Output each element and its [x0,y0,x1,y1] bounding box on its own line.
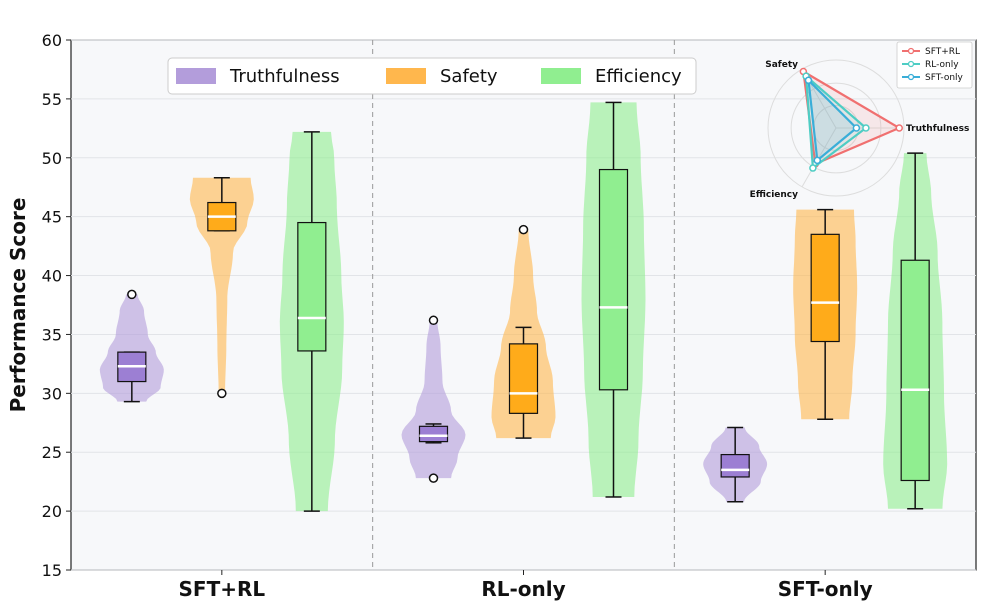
legend-swatch-efficiency [541,68,581,84]
radar-point-sft-only-efficiency [813,156,822,165]
y-tick-label-20: 20 [42,502,62,521]
box-rl-only-safety [508,343,539,414]
y-tick-label-55: 55 [42,90,62,109]
radar-legend-label-sft-rl: SFT+RL [925,47,960,57]
box-sft-rl-efficiency [297,221,327,352]
violin-sft-rl-truthfulness [99,294,164,402]
radar-legend-label-sft-only: SFT-only [925,73,964,83]
x-tick-label-sft-rl: SFT+RL [179,577,266,601]
box-sft-only-safety [810,233,840,343]
outlier-rl-only-safety-0 [518,224,529,235]
radar-axis-label-safety: Safety [765,60,798,70]
radar-series-sft-only [807,77,859,163]
radar-series-rl-only [804,73,868,171]
box-rl-only-truthfulness [418,425,449,443]
legend-frame [167,57,697,95]
radar-legend-label-rl-only: RL-only [925,60,959,70]
radar-legend-marker-rl-only [907,60,915,68]
radar-point-rl-only-efficiency [809,164,817,172]
y-axis-ticks: 15 20 25 30 35 40 45 50 55 60 [42,31,71,580]
legend-label-truthfulness: Truthfulness [229,66,340,87]
box-rl-only-efficiency [598,168,629,391]
legend-swatch-safety [386,68,426,84]
y-tick-label-40: 40 [42,267,62,286]
y-tick-label-30: 30 [42,384,62,403]
x-tick-label-sft-only: SFT-only [778,577,873,601]
inset-radar-chart: Truthfulness Safety Efficiency SFT+RL RL-onl… [750,41,973,200]
radar-axis-label-truthfulness: Truthfulness [906,124,969,134]
legend-label-safety: Safety [440,66,498,87]
y-tick-label-50: 50 [42,149,62,168]
violin-rl-only-truthfulness [401,320,466,479]
violin-sft-rl-safety [189,177,254,394]
y-tick-label-45: 45 [42,208,62,227]
radar-point-sft-rl-truthfulness [895,124,903,132]
y-tick-label-60: 60 [42,31,62,50]
radar-point-rl-only-truthfulness [862,124,870,132]
outlier-rl-only-truthfulness-1 [428,315,439,326]
boxplots [117,101,930,512]
radar-point-sft-only-truthfulness [852,124,861,132]
radar-point-sft-only-safety [804,76,813,85]
x-tick-label-rl-only: RL-only [481,577,565,601]
outlier-sft-rl-safety-0 [217,388,227,399]
y-tick-label-35: 35 [42,325,62,344]
legend: Truthfulness Safety Efficiency [167,57,697,95]
group-separators [372,40,675,570]
box-sft-only-efficiency [900,259,930,482]
box-sft-only-truthfulness [720,453,750,478]
y-tick-label-25: 25 [42,443,62,462]
outlier-rl-only-truthfulness-0 [428,473,439,483]
legend-swatch-truthfulness [176,68,216,84]
y-axis-label: Performance Score [6,198,30,413]
y-tick-label-15: 15 [42,561,62,580]
radar-legend-marker-sft-rl [907,47,915,55]
radar-legend-marker-sft-only [907,73,915,81]
legend-label-efficiency: Efficiency [595,66,682,87]
x-axis-ticks: SFT+RL RL-only SFT-only [179,570,873,601]
radar-axis-label-efficiency: Efficiency [750,190,798,200]
outlier-sft-rl-truthfulness-0 [127,289,137,300]
